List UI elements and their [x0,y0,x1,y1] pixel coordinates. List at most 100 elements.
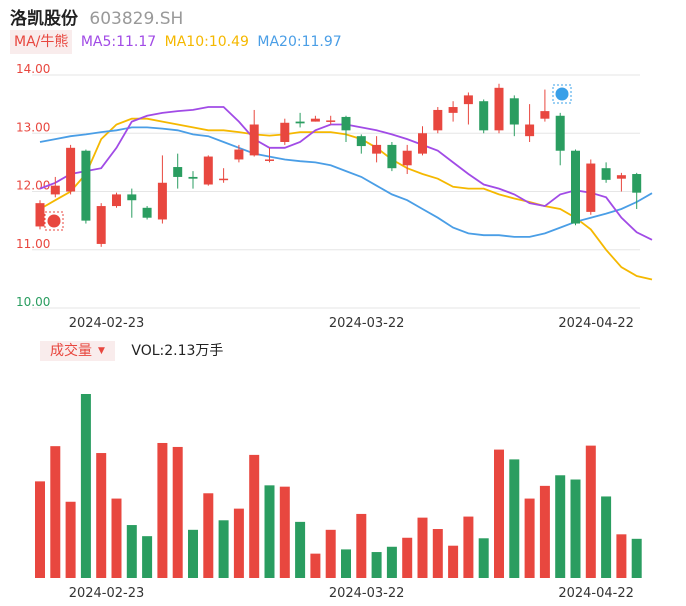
sell-signal-icon [47,214,61,228]
stock-title: 洛凯股份 603829.SH [10,4,183,29]
volume-x-tick-label: 2024-03-22 [329,586,405,601]
volume-bar [478,538,489,578]
volume-bar [509,459,520,578]
volume-bar [142,536,153,578]
candle-body [81,150,91,221]
volume-bar [356,513,367,578]
volume-bar [539,485,550,578]
volume-legend: 成交量 ▼ VOL:2.13万手 [40,341,223,361]
ma-type-selector[interactable]: MA/牛熊 [10,30,73,54]
candle-body [616,175,626,179]
volume-x-tick-label: 2024-04-22 [558,586,634,601]
volume-bar [295,521,306,578]
ma20-legend: MA20:11.97 [257,34,342,50]
candle-body [173,167,183,177]
y-tick-label: 14.00 [16,62,50,76]
candle-body [448,107,458,113]
volume-bar [157,442,168,578]
candle-body [479,101,489,131]
candle-body [586,163,596,212]
candle-body [127,194,137,201]
volume-bar [96,453,107,578]
y-tick-label: 12.00 [16,179,50,193]
volume-type-label: 成交量 [50,343,92,359]
price-x-tick-label: 2024-04-22 [558,316,634,331]
volume-value: VOL:2.13万手 [131,343,224,359]
candle-body [265,159,274,161]
volume-bar [310,553,321,578]
volume-bar [111,498,122,578]
sell-signal-icon-frame [44,211,64,231]
volume-bar [35,481,45,578]
volume-bar [172,446,183,578]
candle-body [555,115,565,151]
candle-body [372,144,382,154]
candle-body [96,206,106,244]
candle-body [463,95,473,105]
volume-bar [631,538,642,578]
candle-body [525,124,535,137]
volume-bar [417,517,428,578]
volume-bar [432,529,443,578]
candle-body [632,174,642,193]
volume-bar [371,552,382,578]
volume-bar [203,493,214,578]
volume-bar [50,446,61,578]
candle-body [280,122,290,142]
ma5-legend: MA5:11.17 [80,34,157,50]
candle-body [601,168,611,180]
ma10-legend: MA10:10.49 [164,34,249,50]
candle-body [219,178,229,181]
volume-bar [386,546,397,578]
candle-body [387,144,397,169]
candle-body [142,207,152,218]
candle-body [402,150,412,166]
volume-bar [570,479,581,578]
volume-bar [402,537,413,578]
volume-bar [448,545,459,578]
candle-body [157,182,167,220]
candle-body [433,109,443,131]
buy-signal-icon [555,87,569,101]
candle-body [326,120,336,122]
volume-bar [585,445,596,578]
price-x-tick-label: 2024-03-22 [329,316,405,331]
candle-body [249,124,259,156]
volume-bar [601,496,612,578]
ma-legend: MA/牛熊 MA5:11.17 MA10:10.49 MA20:11.97 [10,30,346,54]
candle-body [50,185,60,195]
candle-body [509,98,519,125]
candle-body [203,156,213,185]
volume-bar [494,449,504,578]
candle-body [540,111,550,119]
caret-down-icon: ▼ [98,346,105,356]
volume-bar [555,475,566,578]
volume-bar [80,394,91,578]
stock-name: 洛凯股份 [10,9,78,29]
volume-type-selector[interactable]: 成交量 ▼ [40,341,115,361]
candle-body [310,118,320,122]
volume-bar [279,486,290,578]
y-tick-label: 13.00 [16,120,50,134]
candle-body [35,203,45,227]
ma20-line [39,126,653,238]
volume-bar [264,485,275,578]
volume-bar [218,520,229,578]
candle-body [356,136,366,147]
candle-body [234,149,244,160]
candle-body [341,116,351,131]
volume-bar [249,454,260,578]
y-tick-label: 10.00 [16,295,50,309]
price-x-tick-label: 2024-02-23 [69,316,145,331]
candle-body [571,150,580,224]
stock-code: 603829.SH [89,9,184,29]
candle-body [112,194,121,207]
volume-bar [65,501,76,578]
volume-bar [325,529,336,578]
volume-bar [524,498,535,578]
volume-bar [616,534,627,578]
volume-x-tick-label: 2024-02-23 [69,586,145,601]
y-tick-label: 11.00 [16,237,50,251]
candle-body [188,176,198,179]
